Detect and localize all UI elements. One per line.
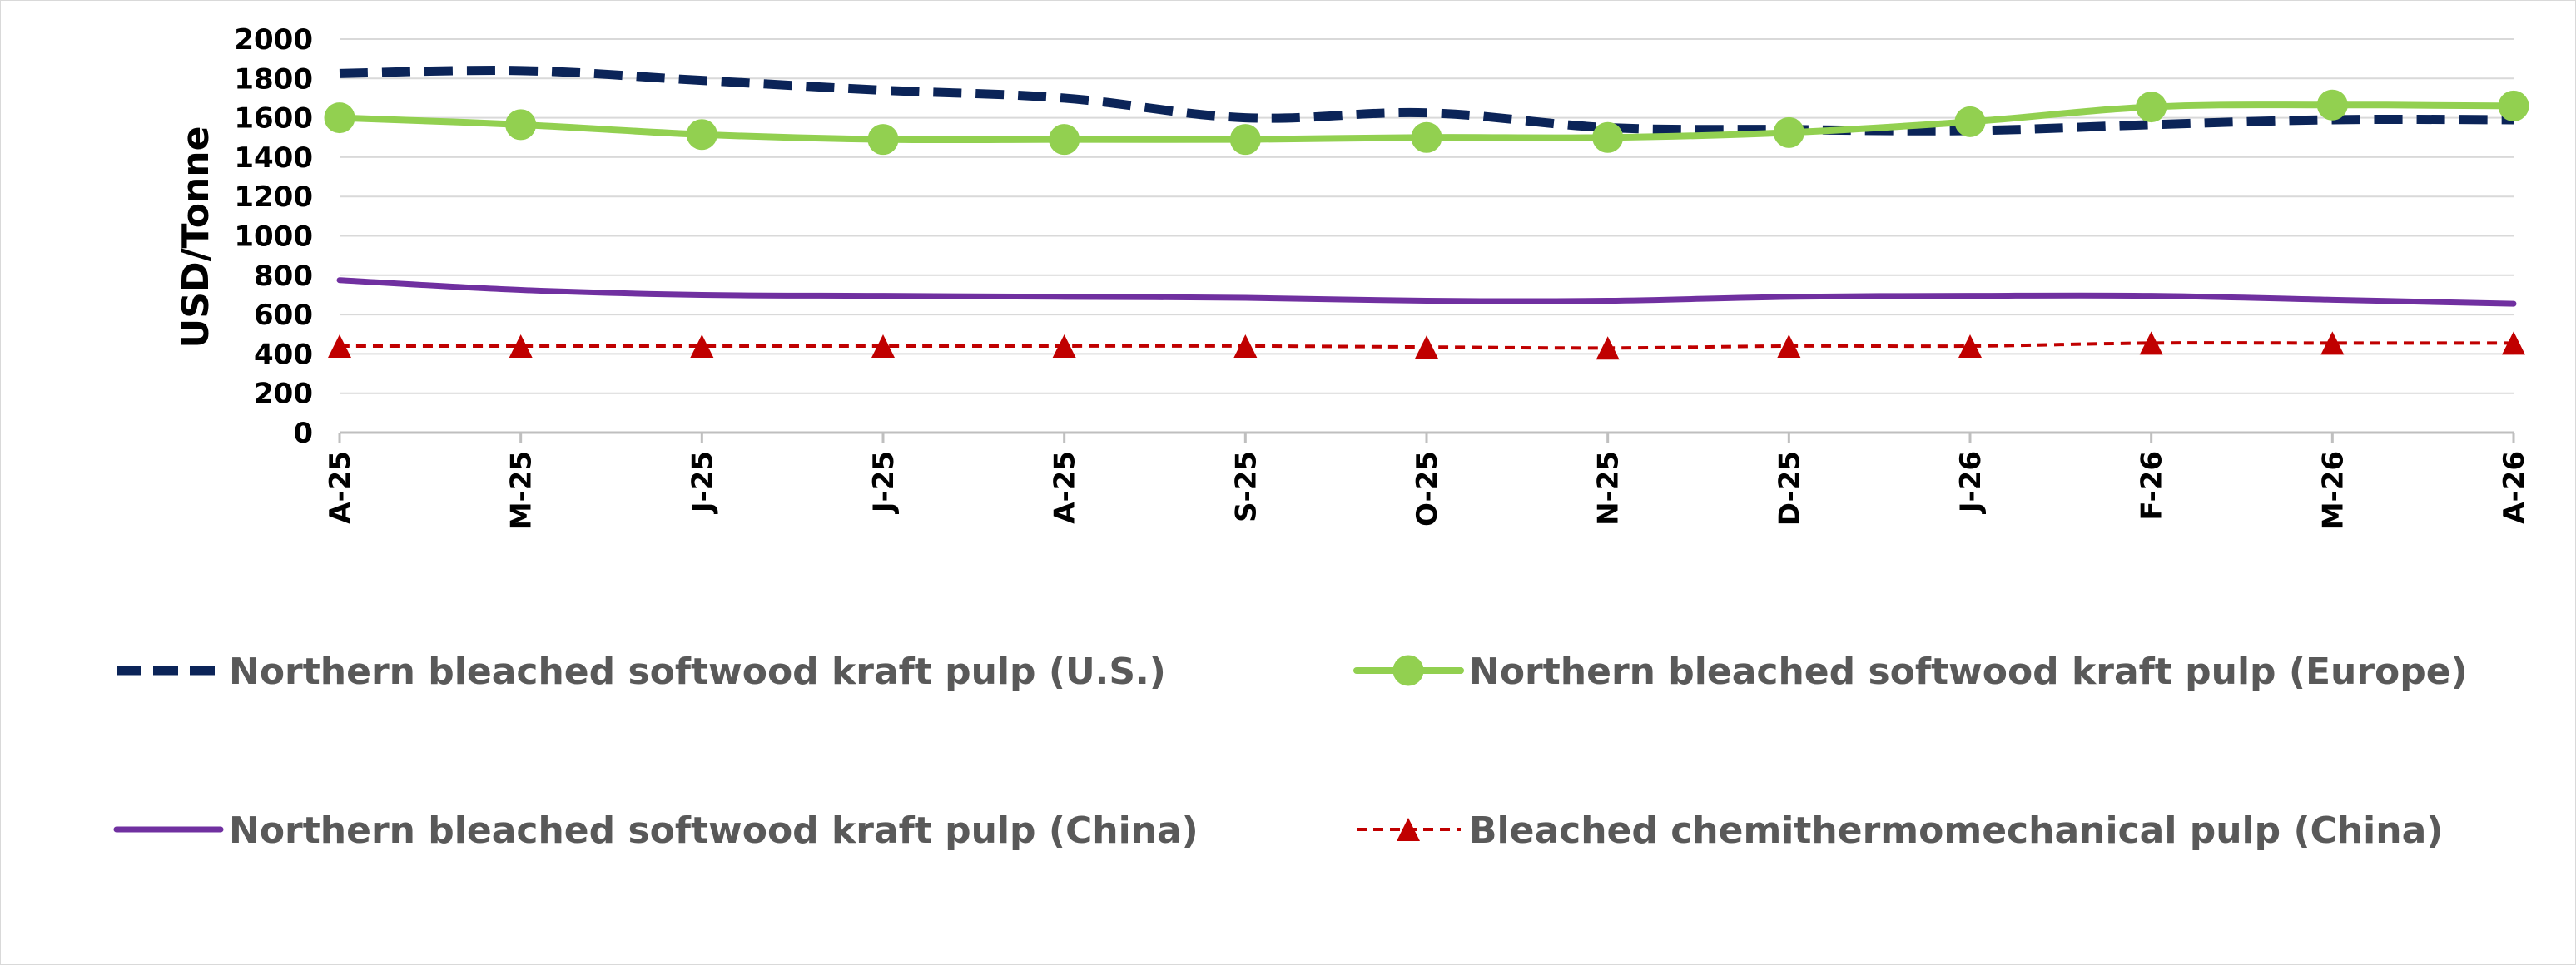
legend-item: Bleached chemithermomechanical pulp (Chi… xyxy=(1357,809,2443,852)
data-point xyxy=(2498,90,2529,121)
data-point xyxy=(509,334,533,358)
legend-label: Bleached chemithermomechanical pulp (Chi… xyxy=(1469,809,2443,852)
data-point xyxy=(1592,121,1624,153)
data-point xyxy=(1415,335,1438,359)
legend-label: Northern bleached softwood kraft pulp (U… xyxy=(229,651,1166,693)
x-tick-label: A-25 xyxy=(1049,451,1082,524)
data-point xyxy=(1411,121,1442,153)
y-tick-label: 0 xyxy=(293,417,313,450)
data-point xyxy=(1596,336,1620,360)
y-tick-label: 1600 xyxy=(234,102,313,136)
series-4 xyxy=(328,331,2525,360)
data-point xyxy=(505,109,537,141)
legend-marker xyxy=(1397,818,1420,841)
y-tick-label: 200 xyxy=(254,378,313,411)
legend-marker xyxy=(1392,655,1424,686)
data-point xyxy=(2316,89,2348,121)
legend-label: Northern bleached softwood kraft pulp (C… xyxy=(229,809,1199,852)
y-tick-label: 800 xyxy=(254,260,313,293)
data-point xyxy=(1777,334,1801,358)
x-tick-label: M-25 xyxy=(505,451,539,530)
legend-item: Northern bleached softwood kraft pulp (E… xyxy=(1353,651,2468,693)
data-point xyxy=(1954,106,1986,137)
legend-label: Northern bleached softwood kraft pulp (E… xyxy=(1469,651,2468,693)
series-lines xyxy=(324,66,2529,360)
series-line xyxy=(339,66,2514,136)
x-tick-label: N-25 xyxy=(1592,451,1626,526)
y-tick-label: 1800 xyxy=(234,62,313,96)
x-tick-label: J-25 xyxy=(686,451,719,514)
data-point xyxy=(1229,124,1261,156)
series-3 xyxy=(336,277,2517,307)
legend: Northern bleached softwood kraft pulp (U… xyxy=(113,651,2468,852)
y-tick-label: 1000 xyxy=(234,220,313,254)
y-tick-label: 1400 xyxy=(234,141,313,175)
data-point xyxy=(1233,334,1258,358)
x-tick-label: M-26 xyxy=(2316,451,2350,530)
data-point xyxy=(690,334,714,358)
series-2 xyxy=(324,89,2529,156)
x-tick-label: O-25 xyxy=(1411,451,1444,527)
data-point xyxy=(324,102,355,134)
x-tick-label: A-25 xyxy=(324,451,357,524)
x-tick-label: J-25 xyxy=(867,451,901,514)
series-line xyxy=(336,277,2517,307)
data-point xyxy=(1773,116,1804,148)
data-point xyxy=(1052,334,1076,358)
data-point xyxy=(871,334,895,358)
series-1 xyxy=(339,66,2514,136)
y-tick-label: 2000 xyxy=(234,23,313,57)
data-point xyxy=(2502,331,2525,355)
x-axis: A-25 M-25 J-25 J-25 A-25 S-25 O-25 N-25 D-25 J-26… xyxy=(324,433,2531,530)
legend-item: Northern bleached softwood kraft pulp (U… xyxy=(117,651,1166,693)
x-tick-label: J-26 xyxy=(1954,451,1988,514)
gridlines xyxy=(340,38,2514,434)
data-point xyxy=(867,124,899,156)
data-point xyxy=(328,334,351,358)
x-tick-label: S-25 xyxy=(1229,451,1263,522)
x-tick-label: A-26 xyxy=(2498,451,2531,524)
legend-item: Northern bleached softwood kraft pulp (C… xyxy=(113,809,1199,852)
data-point xyxy=(2136,92,2167,123)
y-tick-label: 1200 xyxy=(234,181,313,214)
y-axis-label: USD/Tonne xyxy=(175,126,217,349)
y-tick-label: 400 xyxy=(254,338,313,371)
x-tick-label: D-25 xyxy=(1773,451,1806,526)
data-point xyxy=(686,119,717,151)
data-point xyxy=(1049,124,1080,156)
data-point xyxy=(2320,331,2345,355)
data-point xyxy=(2139,331,2163,355)
data-point xyxy=(1958,334,1982,358)
y-tick-label: 600 xyxy=(254,299,313,332)
x-tick-label: F-26 xyxy=(2136,451,2169,521)
